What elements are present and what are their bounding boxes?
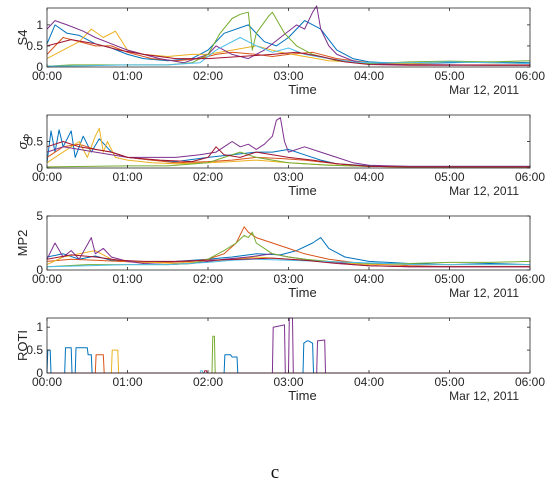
plot-area — [47, 115, 530, 168]
panel-2: 00:00 01:00 02:00 03:00 04:00 05:00 06:00 0 0.5σ… — [15, 114, 545, 198]
x-tick-label: 00:00 — [32, 170, 62, 184]
x-tick-label: 06:00 — [515, 69, 545, 83]
y-axis-label: MP2 — [15, 230, 30, 257]
x-tick-label: 01:00 — [112, 375, 142, 389]
x-tick-label: 00:00 — [32, 69, 62, 83]
series-line-2 — [46, 37, 530, 66]
date-label: Mar 12, 2011 — [449, 286, 519, 300]
x-tick-label: 01:00 — [112, 170, 142, 184]
date-label: Mar 12, 2011 — [449, 389, 519, 403]
figure-caption: c — [270, 462, 280, 483]
x-tick-label: 05:00 — [434, 170, 464, 184]
panel-3: 00:00 01:00 02:00 03:00 04:00 05:00 06:00 0 5 MP2… — [15, 209, 545, 300]
x-tick-label: 02:00 — [193, 375, 223, 389]
y-axis-label: σΦ — [15, 134, 33, 150]
series-line-4 — [46, 5, 530, 66]
y-tick-label: 0 — [36, 263, 43, 277]
date-label: Mar 12, 2011 — [449, 83, 519, 97]
y-tick-label: 5 — [36, 209, 43, 223]
x-axis-label: Time — [288, 388, 316, 403]
x-tick-label: 05:00 — [434, 272, 464, 286]
x-tick-label: 03:00 — [273, 170, 303, 184]
y-tick-label: 0.5 — [26, 135, 43, 149]
x-tick-label: 00:00 — [32, 272, 62, 286]
x-tick-label: 02:00 — [193, 170, 223, 184]
x-tick-label: 06:00 — [515, 170, 545, 184]
series-line-6 — [46, 258, 530, 268]
x-tick-label: 01:00 — [112, 272, 142, 286]
x-tick-label: 06:00 — [515, 375, 545, 389]
x-tick-label: 00:00 — [32, 375, 62, 389]
series-line-6 — [46, 37, 531, 67]
y-tick-label: 0.5 — [26, 39, 43, 53]
series-line-6 — [46, 141, 530, 168]
y-tick-label: 1 — [36, 18, 43, 32]
date-label: Mar 12, 2011 — [449, 184, 519, 198]
x-tick-label: 03:00 — [273, 69, 303, 83]
x-tick-label: 05:00 — [434, 69, 464, 83]
y-tick-label: 0.5 — [26, 343, 43, 357]
panel-1: 00:00 01:00 02:00 03:00 04:00 05:00 06:00 0 0.5 1… — [15, 5, 545, 97]
y-tick-label: 0 — [36, 366, 43, 380]
x-tick-label: 02:00 — [193, 69, 223, 83]
x-tick-label: 01:00 — [112, 69, 142, 83]
x-tick-label: 04:00 — [354, 375, 384, 389]
x-tick-label: 02:00 — [193, 272, 223, 286]
x-axis-label: Time — [288, 183, 316, 198]
x-tick-label: 05:00 — [434, 375, 464, 389]
x-tick-label: 06:00 — [515, 272, 545, 286]
y-tick-label: 1 — [36, 320, 43, 334]
x-tick-label: 04:00 — [354, 272, 384, 286]
series-line-7 — [46, 39, 530, 66]
x-tick-label: 03:00 — [273, 375, 303, 389]
y-tick-label: 0 — [36, 60, 43, 74]
panel-4: 00:00 01:00 02:00 03:00 04:00 05:00 06:00 0 0.5 1… — [15, 317, 545, 403]
y-axis-label: ROTI — [15, 330, 30, 361]
y-tick-label: 0 — [36, 161, 43, 175]
x-tick-label: 03:00 — [273, 272, 303, 286]
x-tick-label: 04:00 — [354, 69, 384, 83]
x-tick-label: 04:00 — [354, 170, 384, 184]
y-axis-label: S4 — [15, 30, 30, 46]
x-axis-label: Time — [288, 285, 316, 300]
x-axis-label: Time — [288, 82, 316, 97]
series-line-7 — [46, 254, 530, 268]
